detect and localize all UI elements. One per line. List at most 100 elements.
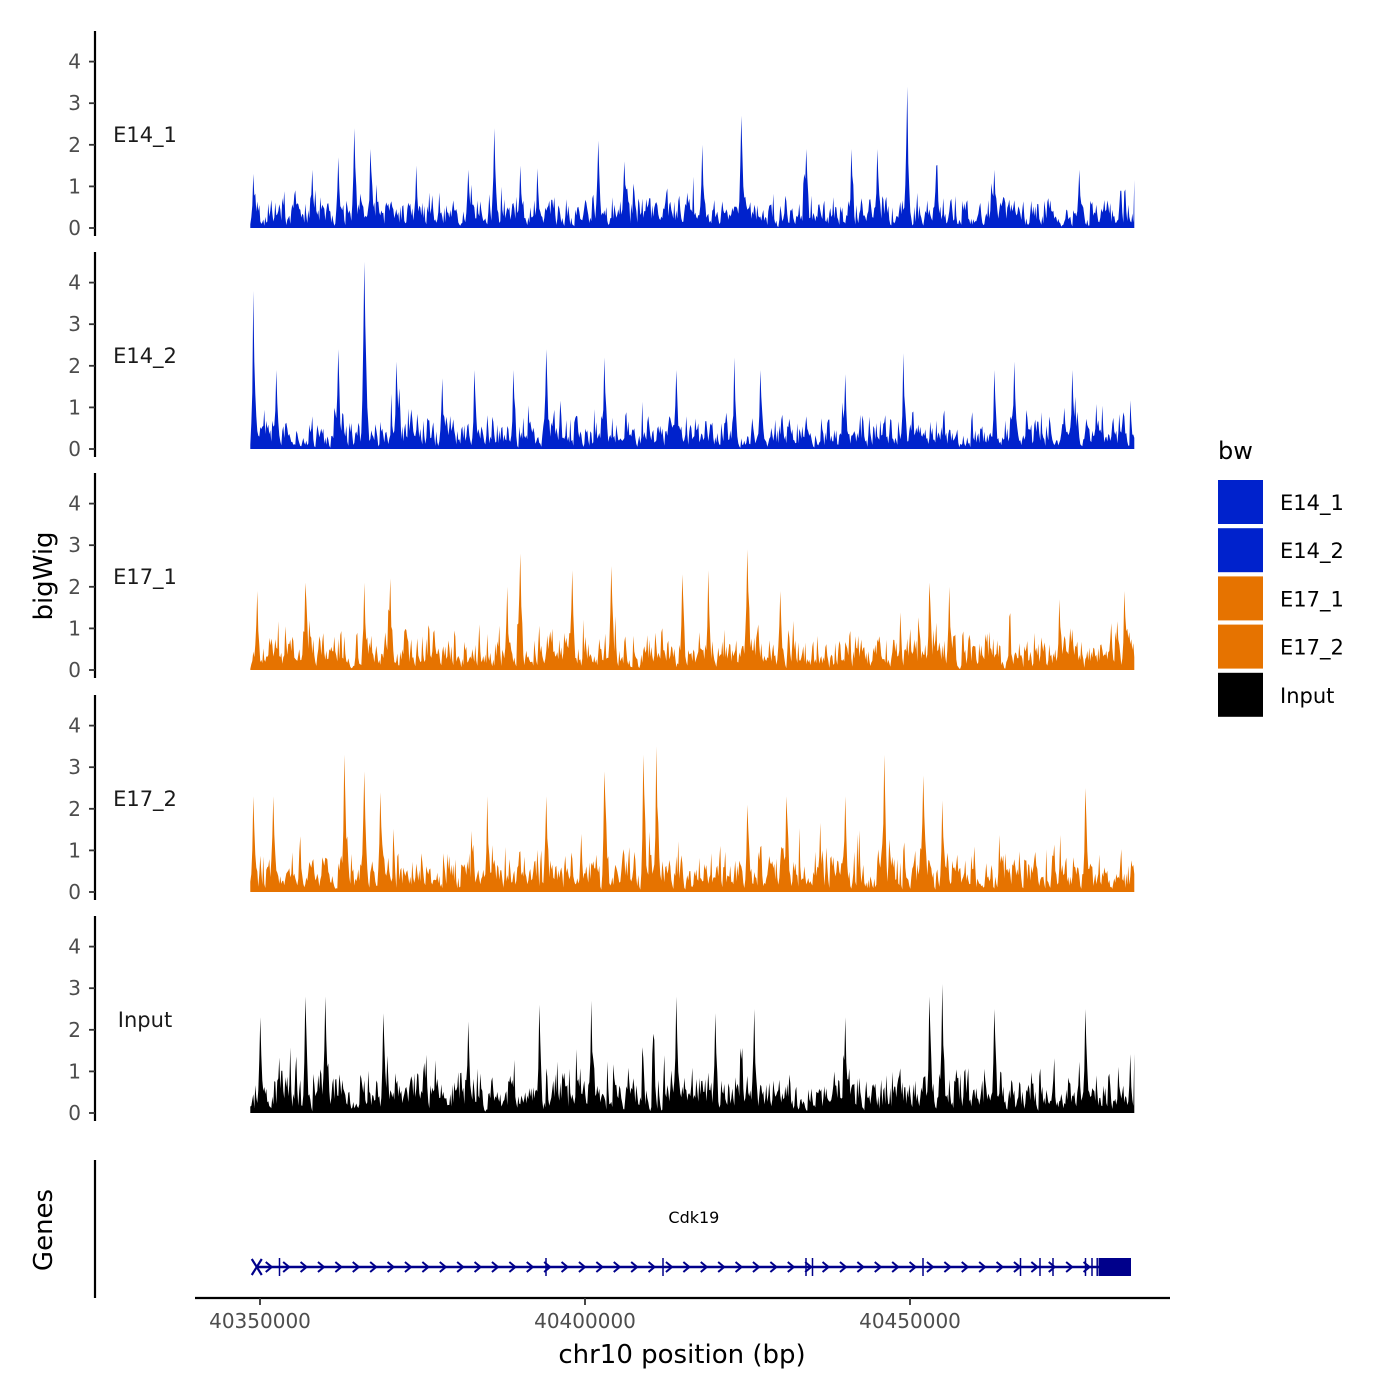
strand-chevron <box>926 1261 935 1273</box>
strand-chevron <box>821 1261 831 1273</box>
legend-label-E14_2: E14_2 <box>1280 539 1344 564</box>
strand-chevron <box>265 1261 274 1273</box>
strand-chevron <box>787 1261 796 1273</box>
y-tick-label: 1 <box>68 1059 81 1083</box>
signal-area-E14_1 <box>250 86 1135 228</box>
x-tick-label: 40450000 <box>859 1309 961 1333</box>
y-tick-label: 2 <box>68 797 81 821</box>
strand-chevron <box>299 1261 309 1273</box>
strand-chevron <box>473 1261 483 1273</box>
genes-axis-title: Genes <box>29 1189 59 1271</box>
y-tick-label: 4 <box>68 492 81 516</box>
y-tick-label: 4 <box>68 50 81 74</box>
y-tick-label: 3 <box>68 976 81 1000</box>
signal-area-Input <box>250 984 1135 1113</box>
legend-swatch-E17_1 <box>1218 576 1263 621</box>
y-tick-label: 4 <box>68 714 81 738</box>
strand-chevron <box>995 1261 1005 1273</box>
legend-swatch-E14_1 <box>1218 480 1263 524</box>
y-tick-label: 0 <box>68 437 81 461</box>
track-label: E17_2 <box>113 787 177 812</box>
strand-chevron <box>578 1261 587 1273</box>
strand-chevron <box>839 1261 848 1273</box>
strand-chevron <box>1030 1261 1039 1273</box>
strand-chevron <box>717 1261 726 1273</box>
legend-label-E17_2: E17_2 <box>1280 636 1344 661</box>
x-axis: 40350000 40400000 40450000 <box>195 1296 1170 1333</box>
legend-label-Input: Input <box>1280 684 1334 708</box>
legend-title: bw <box>1218 437 1253 465</box>
strand-chevron <box>734 1261 744 1273</box>
track-label: E14_1 <box>113 123 177 148</box>
strand-chevron <box>526 1261 535 1273</box>
strand-chevron <box>943 1261 952 1273</box>
y-tick-label: 1 <box>68 174 81 198</box>
legend-label-E14_1: E14_1 <box>1280 491 1344 516</box>
strand-chevron <box>874 1261 883 1273</box>
y-axis-title: bigWig <box>29 531 59 620</box>
strand-chevron <box>439 1261 448 1273</box>
strand-chevron <box>665 1261 674 1273</box>
y-tick-label: 3 <box>68 533 81 557</box>
y-tick-label: 2 <box>68 575 81 599</box>
signal-tracks: 0 1 2 3 4 E14_1 0 1 2 3 4 E14_2 0 1 2 3 4 E17_1 0 1 2 3 4 E17_2… <box>68 31 1135 1125</box>
strand-chevron <box>1065 1261 1074 1273</box>
y-tick-label: 3 <box>68 91 81 115</box>
strand-chevron <box>560 1261 570 1273</box>
y-tick-label: 0 <box>68 658 81 682</box>
legend-swatch-E14_2 <box>1218 528 1263 573</box>
y-tick-label: 4 <box>68 935 81 959</box>
strand-chevron <box>891 1261 900 1273</box>
strand-chevron <box>961 1261 970 1273</box>
y-tick-label: 0 <box>68 880 81 904</box>
y-tick-label: 1 <box>68 616 81 640</box>
y-tick-label: 2 <box>68 354 81 378</box>
y-tick-label: 4 <box>68 271 81 295</box>
x-tick-label: 40350000 <box>209 1309 311 1333</box>
strand-chevron <box>491 1261 500 1273</box>
track-Input: 0 1 2 3 4 Input <box>68 916 1135 1125</box>
strand-chevron <box>752 1261 761 1273</box>
track-E17_2: 0 1 2 3 4 E17_2 <box>68 695 1135 904</box>
y-tick-label: 0 <box>68 1101 81 1125</box>
strand-chevron <box>386 1261 396 1273</box>
legend: bw E14_1 E14_2 E17_1 E17_2 Input <box>1218 437 1344 717</box>
gene-start-mark <box>250 1258 263 1276</box>
track-E14_2: 0 1 2 3 4 E14_2 <box>68 252 1135 461</box>
signal-area-E14_2 <box>250 261 1135 449</box>
strand-chevron <box>369 1261 378 1273</box>
strand-chevron <box>682 1261 691 1273</box>
strand-chevron <box>769 1261 778 1273</box>
strand-chevron <box>456 1261 465 1273</box>
strand-chevron <box>508 1261 517 1273</box>
track-E17_1: 0 1 2 3 4 E17_1 <box>68 473 1135 682</box>
x-tick-label: 40400000 <box>534 1309 636 1333</box>
gene-name-label: Cdk19 <box>668 1208 719 1227</box>
strand-chevron <box>856 1261 865 1273</box>
track-label: E17_1 <box>113 565 177 590</box>
strand-chevron <box>404 1261 413 1273</box>
legend-label-E17_1: E17_1 <box>1280 587 1344 612</box>
gene-panel: Cdk19 <box>93 1160 1131 1298</box>
strand-chevron <box>647 1261 657 1273</box>
strand-chevron <box>700 1261 709 1273</box>
gene-exon-block <box>1098 1258 1131 1276</box>
strand-chevron <box>804 1261 813 1273</box>
strand-chevron <box>352 1261 361 1273</box>
signal-area-E17_1 <box>250 549 1135 670</box>
strand-chevron <box>978 1261 987 1273</box>
y-tick-label: 1 <box>68 838 81 862</box>
strand-chevron <box>630 1261 639 1273</box>
y-tick-label: 1 <box>68 395 81 419</box>
y-tick-label: 3 <box>68 312 81 336</box>
track-label: Input <box>118 1008 172 1032</box>
strand-chevron <box>908 1261 918 1273</box>
track-label: E14_2 <box>113 344 177 369</box>
legend-swatch-Input <box>1218 672 1263 717</box>
y-tick-label: 3 <box>68 755 81 779</box>
y-tick-label: 0 <box>68 216 81 240</box>
strand-chevron <box>334 1261 343 1273</box>
strand-chevron <box>282 1261 291 1273</box>
y-tick-label: 2 <box>68 1018 81 1042</box>
